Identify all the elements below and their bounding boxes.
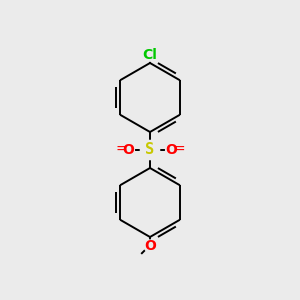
- Circle shape: [166, 144, 178, 156]
- Text: =: =: [173, 143, 185, 157]
- Text: Cl: Cl: [142, 48, 158, 62]
- Circle shape: [143, 48, 157, 61]
- Circle shape: [140, 140, 160, 160]
- Circle shape: [144, 240, 156, 252]
- Text: O: O: [144, 239, 156, 253]
- Text: O: O: [166, 143, 178, 157]
- Text: =: =: [115, 143, 127, 157]
- Text: S: S: [146, 142, 154, 158]
- Circle shape: [122, 144, 134, 156]
- Text: O: O: [122, 143, 134, 157]
